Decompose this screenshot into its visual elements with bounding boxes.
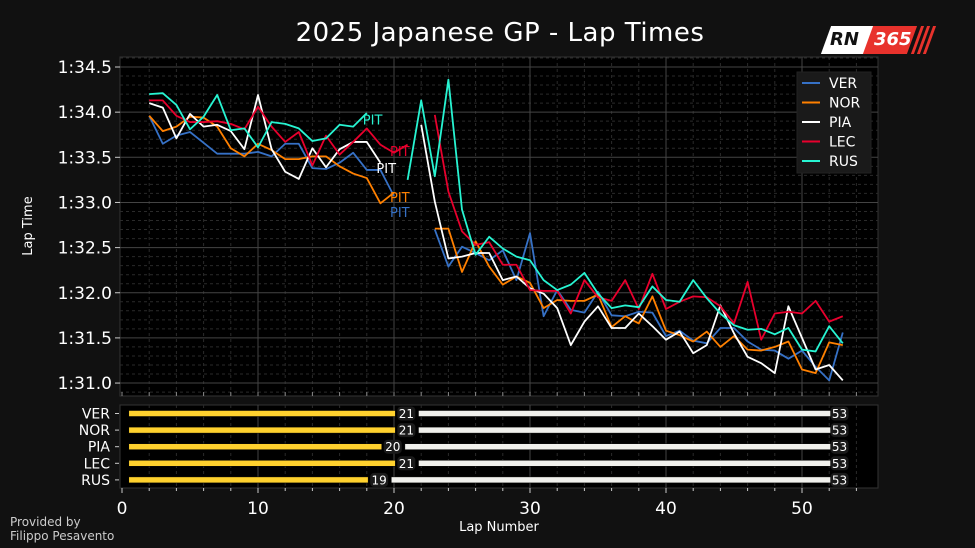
series-line-pia-stint-2 [420,124,844,381]
series-line-ver-stint-2 [433,229,844,382]
stint-bar-pia-2 [404,443,831,450]
stint-driver-label-lec: LEC [84,456,111,472]
stint-label-bg [830,439,849,454]
stint-bar-lec-2 [418,460,831,467]
series-line-pia-stint-1 [148,94,382,180]
stint-end-label-rus-1: 19 [372,473,387,487]
stint-label-bg [830,456,849,471]
pit-label-rus: PIT [363,113,383,128]
stint-label-bg [397,456,416,471]
stint-end-label-nor-2: 53 [832,424,847,438]
stint-bar-ver-2 [418,410,831,417]
y-tick-label: 1:31.0 [58,374,112,394]
legend-label-pia: PIA [829,115,852,131]
stint-bar-ver-1 [128,410,396,417]
plot-area [119,56,879,397]
x-tick-label: 0 [117,499,128,519]
series-line-rus-stint-2 [406,78,844,353]
stint-label-bg [383,439,402,454]
pit-label-ver: PIT [390,206,410,221]
stint-end-label-pia-2: 53 [832,440,847,454]
stint-end-label-pia-1: 20 [385,440,400,454]
stint-label-bg [830,472,849,487]
stint-label-bg [370,472,389,487]
x-tick-label: 20 [383,499,405,519]
legend-label-lec: LEC [829,135,856,151]
y-tick-label: 1:32.5 [58,239,112,259]
pit-label-nor: PIT [390,191,410,206]
y-tick-label: 1:31.5 [58,329,112,349]
stint-end-label-ver-1: 21 [399,407,414,421]
pit-label-lec: PIT [390,145,410,160]
stint-bar-nor-2 [418,426,831,434]
stint-driver-label-nor: NOR [79,423,110,439]
stint-end-label-rus-2: 53 [832,473,847,487]
x-tick-label: 50 [791,499,813,519]
stint-bar-lec-1 [128,460,396,467]
credit-line-2: Filippo Pesavento [10,529,115,543]
stint-driver-label-pia: PIA [88,440,111,456]
stint-bar-pia-1 [128,443,383,450]
stint-end-label-nor-1: 21 [399,424,414,438]
stint-end-label-lec-1: 21 [399,457,414,471]
y-axis-label: Lap Time [21,196,36,255]
y-tick-label: 1:34.0 [58,103,112,123]
legend-label-nor: NOR [829,96,860,112]
logo-text-365: 365 [874,29,912,50]
stint-label-bg [397,423,416,438]
stint-end-label-ver-2: 53 [832,407,847,421]
legend-label-rus: RUS [829,154,858,170]
series-line-lec-stint-1 [149,99,409,167]
stint-end-label-lec-2: 53 [832,457,847,471]
chart-title: 2025 Japanese GP - Lap Times [295,18,705,48]
x-axis-label: Lap Number [459,520,539,535]
stint-bar-rus-1 [128,476,369,484]
series-line-rus-stint-1 [149,92,368,149]
stint-bar-nor-1 [128,426,396,434]
y-tick-label: 1:33.5 [58,148,112,168]
stint-label-bg [830,423,849,438]
x-tick-label: 30 [519,499,541,519]
stint-label-bg [830,406,849,421]
x-tick-label: 40 [655,499,677,519]
legend-label-ver: VER [829,76,857,92]
y-tick-label: 1:32.0 [58,284,112,304]
y-tick-label: 1:34.5 [58,58,112,78]
series-line-nor-stint-2 [434,227,843,375]
stint-driver-label-ver: VER [82,407,110,423]
stint-driver-label-rus: RUS [81,473,110,489]
pit-label-pia: PIT [376,162,396,177]
credit: Provided by Filippo Pesavento [10,515,114,543]
y-tick-label: 1:33.0 [58,193,112,213]
series-line-ver-stint-1 [148,115,395,197]
credit-line-1: Provided by [10,515,81,529]
x-tick-label: 10 [247,499,269,519]
stint-bar-rus-2 [391,476,831,484]
series-line-lec-stint-2 [433,114,844,341]
stint-label-bg [397,406,416,421]
logo-text-rn: RN [830,29,859,50]
rn365-logo: RN 365 [820,26,937,54]
